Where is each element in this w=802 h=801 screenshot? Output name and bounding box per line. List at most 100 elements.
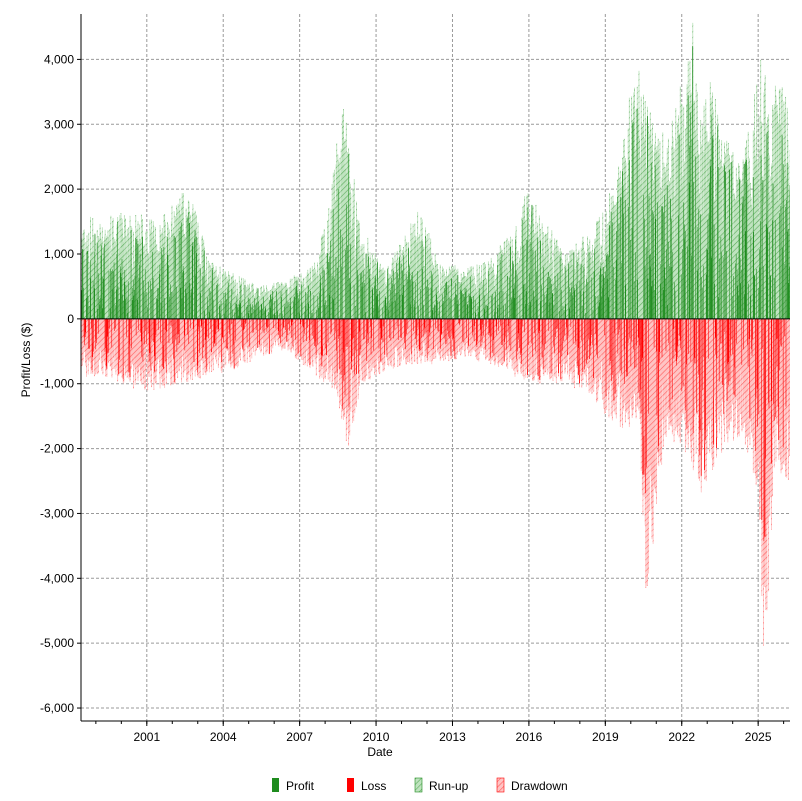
profit-bar [692, 46, 694, 319]
runup-bar [333, 207, 335, 319]
runup-bar [643, 143, 645, 319]
drawdown-bar [507, 318, 509, 369]
loss-bar [453, 318, 455, 352]
drawdown-bar [384, 318, 386, 346]
profit-bar [257, 288, 259, 319]
runup-bar [363, 243, 365, 319]
loss-bar [175, 318, 177, 340]
profit-bar [432, 310, 434, 319]
profit-bar [180, 287, 181, 319]
profit-bar [780, 205, 782, 319]
runup-bar [533, 223, 535, 319]
drawdown-bar [212, 318, 214, 363]
profit-bar [349, 278, 351, 319]
drawdown-bar [88, 318, 90, 355]
runup-bar [613, 204, 615, 319]
drawdown-bar [654, 318, 656, 493]
drawdown-bar [225, 318, 227, 366]
runup-bar [528, 208, 530, 319]
loss-bar [171, 318, 173, 326]
drawdown-bar [746, 318, 748, 393]
profit-bar [297, 292, 298, 319]
drawdown-bar [688, 318, 690, 422]
runup-bar [116, 234, 117, 319]
runup-bar [542, 240, 544, 319]
profit-bar [464, 296, 465, 319]
profit-bar [120, 266, 121, 319]
loss-bar [295, 318, 297, 340]
drawdown-bar [643, 318, 644, 436]
profit-bar [705, 274, 707, 319]
profit-bar [158, 287, 160, 319]
drawdown-bar [87, 318, 89, 375]
loss-bar [582, 318, 584, 372]
profit-bar [234, 312, 236, 319]
loss-bar [233, 318, 235, 369]
drawdown-bar [472, 318, 474, 350]
drawdown-bar [534, 318, 536, 376]
loss-bar [521, 318, 523, 327]
profit-bar [450, 298, 451, 319]
runup-bar [105, 238, 107, 319]
drawdown-bar [474, 318, 476, 342]
runup-bar [86, 259, 87, 319]
drawdown-bar [178, 318, 180, 358]
profit-bar [121, 277, 122, 319]
runup-bar [423, 266, 425, 319]
loss-bar [267, 318, 268, 329]
profit-bar [785, 206, 786, 319]
loss-bar [770, 318, 772, 464]
drawdown-bar [629, 318, 631, 406]
loss-bar [472, 318, 474, 333]
drawdown-bar [781, 318, 783, 470]
drawdown-bar [788, 318, 790, 428]
drawdown-bar [403, 318, 404, 360]
drawdown-bar [374, 318, 376, 370]
runup-bar [440, 285, 442, 319]
profit-bar [117, 221, 118, 319]
drawdown-bar [471, 318, 473, 353]
drawdown-bar [229, 318, 231, 362]
runup-bar [715, 181, 717, 319]
runup-bar [696, 91, 698, 319]
runup-bar [575, 243, 577, 319]
drawdown-bar [383, 318, 385, 371]
loss-bar [542, 318, 544, 345]
drawdown-bar [731, 318, 733, 405]
drawdown-bar [652, 318, 654, 526]
loss-bar [613, 318, 615, 401]
profit-bar [674, 282, 675, 319]
drawdown-bar [556, 318, 558, 367]
runup-bar [780, 124, 781, 319]
loss-bar [417, 318, 419, 328]
runup-bar [485, 264, 487, 319]
profit-bar [583, 291, 584, 319]
profit-bar [262, 308, 263, 319]
loss-bar [300, 318, 301, 325]
profit-bar [651, 286, 653, 319]
runup-bar [266, 288, 268, 319]
profit-bar [386, 305, 387, 319]
drawdown-bar [385, 318, 387, 345]
runup-bar [530, 211, 532, 319]
drawdown-bar [130, 318, 132, 367]
runup-bar [475, 289, 477, 319]
profit-bar [220, 313, 221, 319]
drawdown-bar [122, 318, 124, 367]
runup-bar [633, 92, 635, 319]
drawdown-bar [182, 318, 184, 378]
drawdown-bar [511, 318, 513, 360]
drawdown-bar [365, 318, 367, 365]
loss-bar [360, 318, 362, 350]
drawdown-bar [693, 318, 695, 417]
runup-bar [117, 220, 119, 319]
profit-bar [230, 302, 232, 319]
profit-bar [310, 291, 312, 319]
drawdown-bar [101, 318, 103, 369]
runup-bar [267, 291, 269, 319]
profit-bar [652, 210, 653, 319]
profit-bar [444, 288, 446, 319]
drawdown-bar [447, 318, 449, 352]
profit-bar [234, 302, 236, 319]
runup-bar [264, 301, 266, 319]
